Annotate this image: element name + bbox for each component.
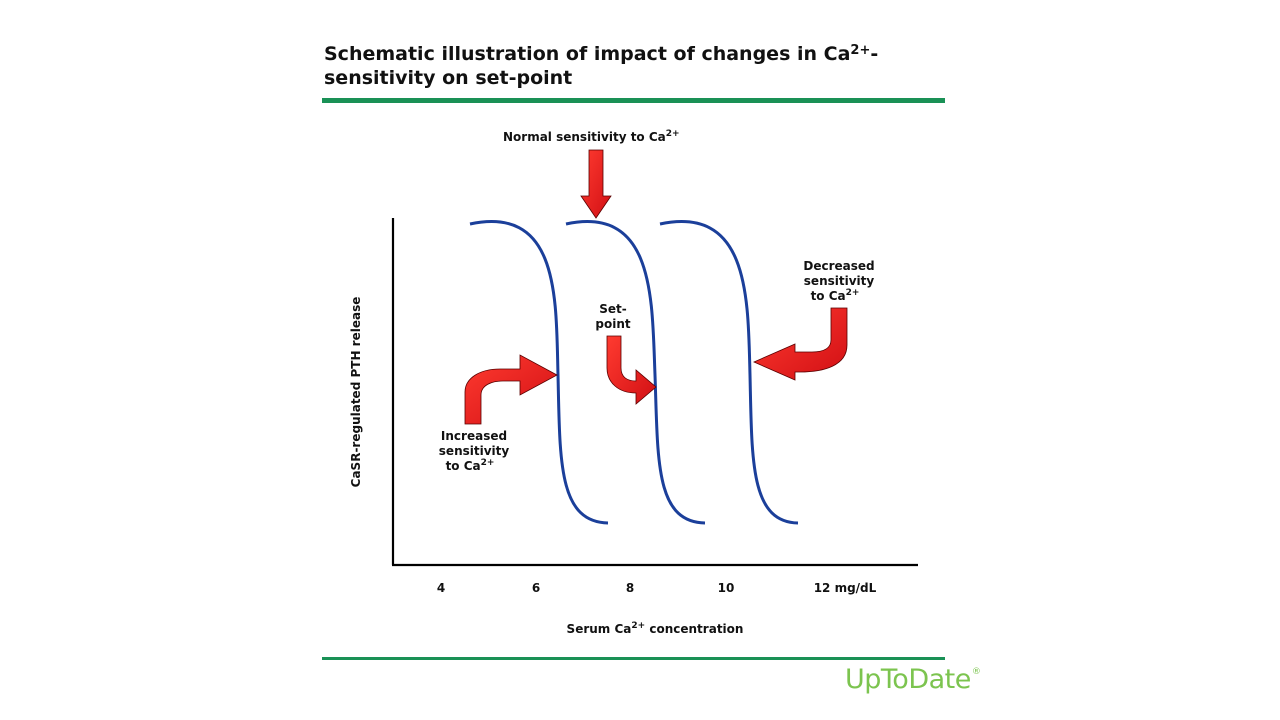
x-tick-label: 10 [718, 581, 735, 595]
title-line1-text: Schematic illustration of impact of chan… [324, 43, 851, 65]
setpoint-label-line1: Set- [599, 302, 627, 316]
normal-sensitivity-label: Normal sensitivity to Ca2+ [503, 129, 680, 144]
figure-title: Schematic illustration of impact of chan… [324, 42, 944, 90]
curve-decreased-sensitivity [659, 220, 799, 525]
curve-increased-sensitivity [469, 220, 609, 525]
bottom-divider [322, 657, 945, 660]
x-tick-label: 4 [437, 581, 445, 595]
curve-normal-sensitivity [565, 220, 706, 525]
increased-sensitivity-arrow [464, 354, 558, 425]
title-superscript: 2+ [850, 43, 871, 58]
setpoint-arrow [606, 335, 657, 405]
logo-text: UpToDate [845, 664, 971, 695]
x-tick-label: 8 [626, 581, 634, 595]
decreased-label-line2: sensitivity [804, 274, 875, 288]
setpoint-label-line2: point [595, 317, 630, 331]
title-line2-text: sensitivity on set-point [324, 67, 573, 89]
decreased-label-line1: Decreased [803, 259, 874, 273]
title-line1-suffix: - [870, 43, 879, 65]
top-divider [322, 98, 945, 103]
normal-sensitivity-arrow [580, 149, 612, 219]
registered-mark: ® [971, 667, 981, 677]
increased-label-line2: sensitivity [439, 444, 510, 458]
x-axis-label: Serum Ca2+ concentration [567, 621, 744, 636]
uptodate-logo: UpToDate® [845, 664, 981, 695]
x-tick-label: 12 mg/dL [814, 581, 877, 595]
x-tick-label: 6 [532, 581, 540, 595]
increased-label-line1: Increased [441, 429, 507, 443]
decreased-sensitivity-arrow [753, 307, 848, 381]
increased-label-line3: to Ca2+ [446, 458, 495, 473]
y-axis-label: CaSR-regulated PTH release [349, 297, 363, 488]
decreased-label-line3: to Ca2+ [811, 288, 860, 303]
